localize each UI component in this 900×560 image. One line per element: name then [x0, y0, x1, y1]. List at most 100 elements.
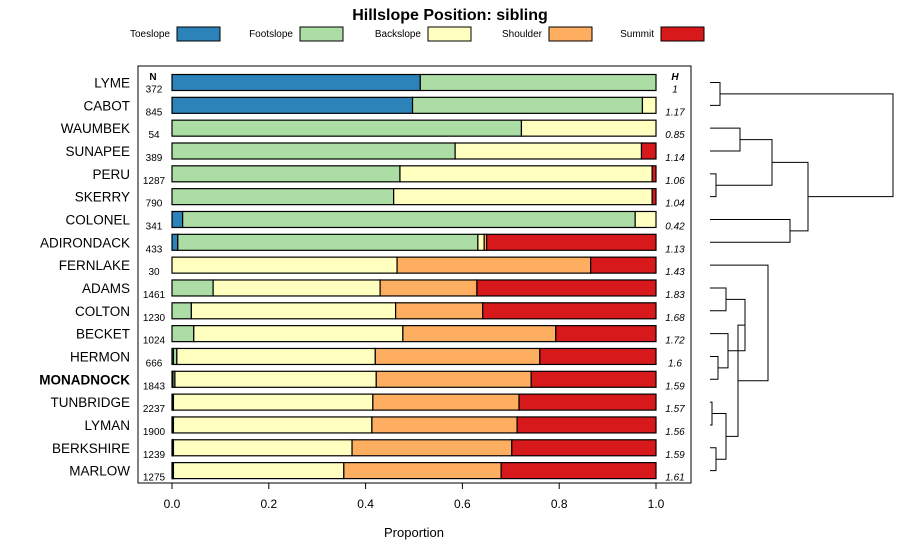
bar-segment-sunapee-backslope [454, 142, 643, 160]
n-label-sunapee: 389 [146, 153, 163, 164]
h-label-monadnock: 1.59 [665, 381, 685, 392]
bar-row-berkshire: BERKSHIRE 1239 1.59 [52, 439, 685, 461]
legend-swatch-toeslope [176, 26, 221, 42]
legend-label-toeslope: Toeslope [130, 29, 170, 40]
bar-segment-skerry-summit [651, 188, 657, 206]
bar-segment-becket-footslope [171, 325, 195, 343]
legend-swatch-shoulder [548, 26, 593, 42]
dendrogram-branch-12 [710, 401, 713, 426]
bar-segment-waumbek-footslope [171, 119, 523, 137]
bar-segment-peru-backslope [399, 165, 653, 183]
n-label-colton: 1230 [143, 313, 166, 324]
n-label-fernlake: 30 [148, 267, 160, 278]
bar-row-colonel: COLONEL 341 0.42 [65, 210, 685, 232]
h-label-adirondack: 1.13 [665, 244, 685, 255]
bar-segment-adirondack-footslope [177, 233, 479, 251]
bar-row-marlow: MARLOW 1275 1.61 [69, 462, 685, 484]
bar-row-sunapee: SUNAPEE 389 1.14 [65, 142, 685, 164]
bar-segment-tunbridge-shoulder [372, 393, 520, 411]
category-label-colton: COLTON [75, 304, 130, 319]
bar-segment-adams-summit [476, 279, 657, 297]
h-label-waumbek: 0.85 [665, 130, 685, 141]
bar-segment-colton-shoulder [395, 302, 484, 320]
h-label-skerry: 1.04 [665, 199, 685, 210]
bar-segment-tunbridge-backslope [172, 393, 374, 411]
n-label-marlow: 1275 [143, 473, 166, 484]
dendrogram-branch-13 [710, 447, 717, 472]
legend-swatch-summit [660, 26, 705, 42]
bar-row-waumbek: WAUMBEK 54 0.85 [61, 119, 685, 141]
bar-segment-lyman-backslope [172, 416, 373, 434]
bar-segment-waumbek-backslope [520, 119, 657, 137]
h-label-sunapee: 1.14 [665, 153, 685, 164]
x-tick-label-5: 1.0 [648, 497, 665, 511]
n-column-header: N [149, 72, 156, 83]
h-label-hermon: 1.6 [668, 358, 682, 369]
bar-segment-colonel-toeslope [171, 210, 184, 229]
x-tick-label-3: 0.6 [454, 497, 471, 511]
dendrogram-branch-4 [716, 139, 773, 186]
category-label-sunapee: SUNAPEE [65, 144, 130, 159]
bar-segment-cabot-footslope [411, 96, 644, 114]
dendrogram-branch-16 [710, 264, 769, 382]
bar-segment-fernlake-summit [590, 256, 657, 274]
chart-title: Hillslope Position: sibling [352, 7, 548, 24]
category-label-monadnock: MONADNOCK [39, 372, 130, 387]
category-label-tunbridge: TUNBRIDGE [50, 395, 130, 410]
n-label-monadnock: 1843 [143, 381, 166, 392]
x-axis: 0.0 0.2 0.4 0.6 0.8 1.0 [164, 483, 665, 511]
bar-segment-sunapee-footslope [171, 142, 456, 160]
bar-row-skerry: SKERRY 790 1.04 [75, 188, 685, 210]
n-label-hermon: 666 [146, 358, 163, 369]
bar-segment-adams-backslope [212, 279, 381, 297]
h-label-marlow: 1.61 [665, 473, 684, 484]
h-label-fernlake: 1.43 [665, 267, 685, 278]
bar-segment-hermon-summit [539, 347, 657, 366]
bar-segment-colonel-backslope [634, 210, 657, 229]
dendrogram-branch-14 [712, 413, 727, 460]
bar-row-adams: ADAMS 1461 1.83 [82, 279, 685, 301]
legend-label-footslope: Footslope [249, 29, 293, 40]
n-label-lyman: 1900 [143, 427, 166, 438]
legend-label-summit: Summit [620, 29, 654, 40]
plot-frame [137, 65, 692, 484]
category-label-cabot: CABOT [83, 98, 130, 113]
h-label-lyme: 1 [672, 85, 678, 96]
bar-segment-colton-summit [482, 302, 657, 320]
x-tick-label-0: 0.0 [164, 497, 181, 511]
bar-segment-becket-shoulder [402, 325, 557, 343]
bar-segment-adams-shoulder [379, 279, 478, 297]
legend-label-shoulder: Shoulder [502, 29, 543, 40]
bar-segment-lyman-summit [516, 416, 657, 434]
category-label-marlow: MARLOW [69, 464, 130, 479]
bar-segment-marlow-summit [500, 462, 657, 480]
bar-segment-colonel-footslope [182, 210, 636, 229]
category-label-skerry: SKERRY [75, 190, 130, 205]
dendrogram-branch-3 [710, 173, 717, 198]
bar-segment-marlow-shoulder [343, 462, 502, 480]
dendrogram [710, 82, 894, 472]
n-label-lyme: 372 [146, 85, 163, 96]
n-label-peru: 1287 [143, 176, 166, 187]
bar-segment-lyme-toeslope [171, 73, 421, 92]
bar-segment-peru-summit [651, 165, 657, 183]
bar-row-lyme: LYME 372 1 [94, 73, 678, 96]
h-label-colton: 1.68 [665, 313, 685, 324]
h-label-colonel: 0.42 [665, 221, 685, 232]
bar-segment-monadnock-summit [530, 370, 657, 388]
category-label-becket: BECKET [76, 327, 130, 342]
h-label-tunbridge: 1.57 [665, 404, 685, 415]
bar-segment-colton-footslope [171, 302, 192, 320]
category-label-lyme: LYME [94, 76, 130, 91]
n-label-adirondack: 433 [146, 244, 163, 255]
bar-segment-adirondack-backslope [477, 233, 485, 251]
category-label-colonel: COLONEL [65, 212, 130, 227]
legend-swatch-backslope [427, 26, 472, 42]
bar-row-hermon: HERMON 666 1.6 [70, 347, 682, 369]
bar-segment-fernlake-backslope [171, 256, 398, 274]
category-label-berkshire: BERKSHIRE [52, 441, 130, 456]
bar-segment-skerry-footslope [171, 188, 395, 206]
n-label-waumbek: 54 [148, 130, 160, 141]
